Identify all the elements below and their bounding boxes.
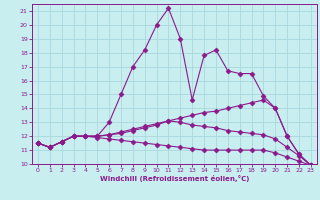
X-axis label: Windchill (Refroidissement éolien,°C): Windchill (Refroidissement éolien,°C) bbox=[100, 175, 249, 182]
